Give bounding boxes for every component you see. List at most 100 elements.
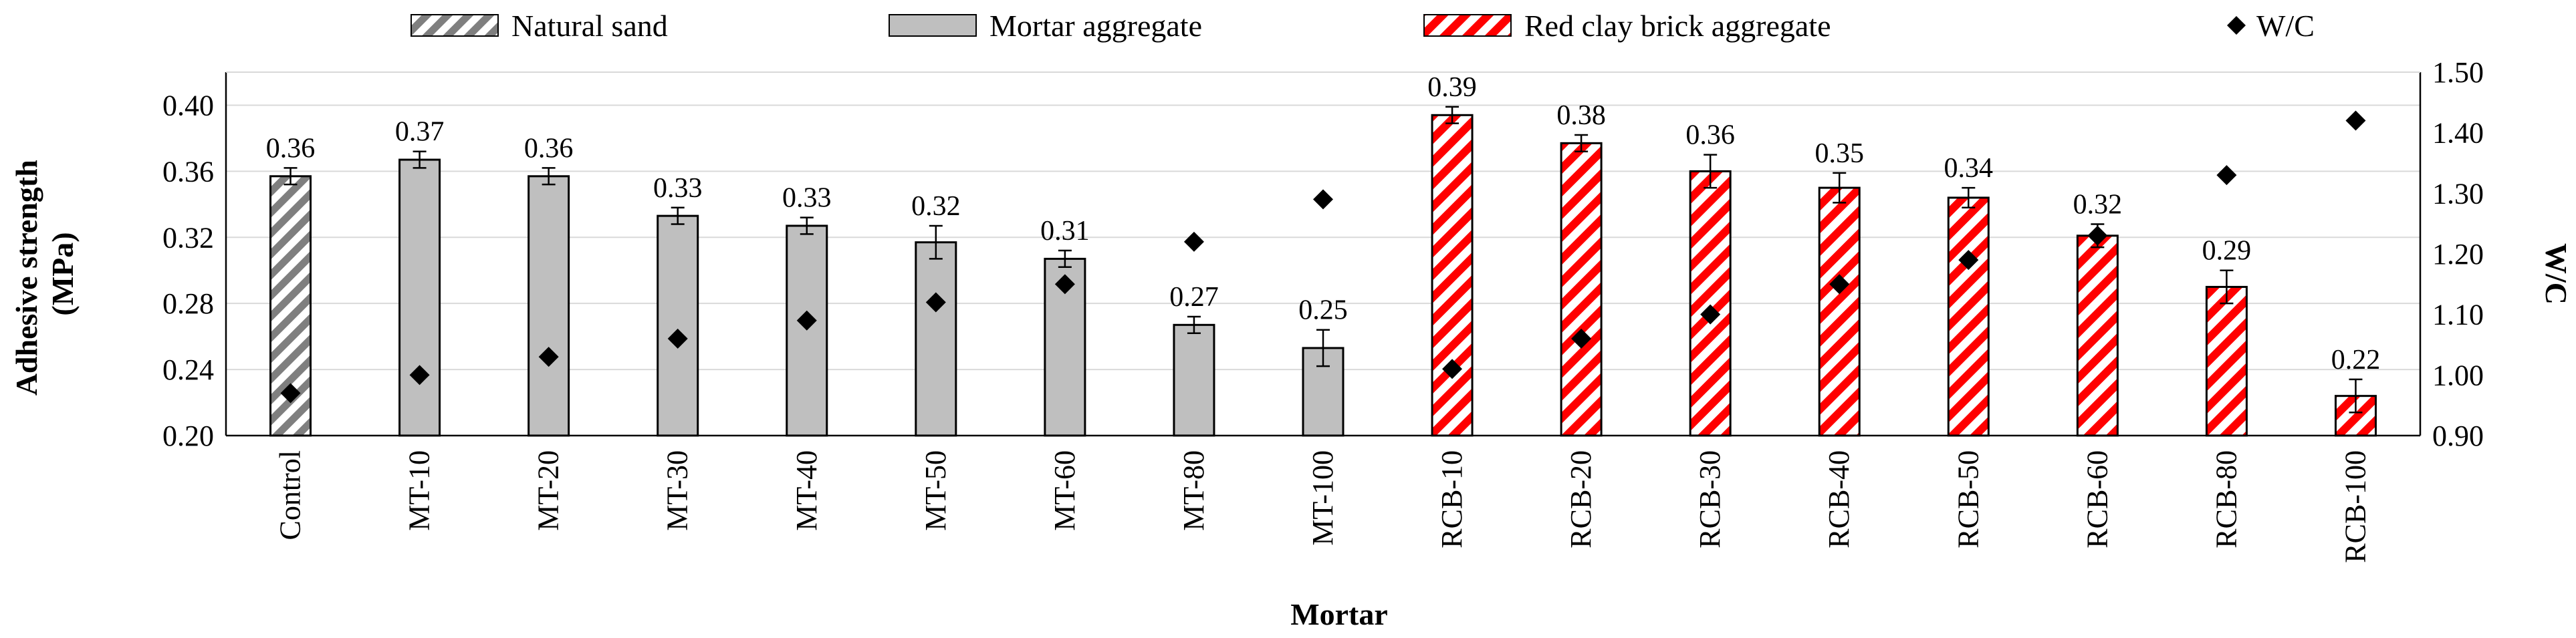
x-tick-label: RCB-60 (2081, 450, 2113, 548)
x-tick-label: RCB-10 (1435, 450, 1468, 548)
data-label: 0.37 (395, 117, 445, 148)
y-axis-ticks-left: 0.20 0.24 0.28 0.32 0.36 0.40 (162, 89, 214, 452)
wc-marker (2087, 225, 2108, 246)
x-tick-label: MT-50 (919, 450, 952, 531)
wc-marker (1571, 328, 1592, 349)
legend-label: Natural sand (511, 9, 668, 43)
x-tick-label: MT-80 (1177, 450, 1210, 531)
legend: Natural sand Mortar aggregate Red clay bri… (411, 9, 2315, 43)
wc-marker (1183, 231, 1204, 252)
wc-marker (796, 310, 817, 331)
data-label: 0.38 (1556, 100, 1606, 131)
y-axis-title-line2: (MPa) (45, 232, 80, 315)
legend-swatch (889, 14, 977, 37)
axes (225, 71, 2422, 437)
data-label: 0.36 (524, 133, 574, 164)
y2-tick-label: 1.00 (2432, 359, 2484, 391)
data-label: 0.29 (2202, 236, 2252, 267)
data-label: 0.27 (1169, 282, 1219, 313)
wc-marker (280, 383, 301, 404)
y2-tick-label: 1.50 (2432, 56, 2484, 89)
wc-markers (280, 110, 2366, 404)
legend-label: Mortar aggregate (989, 9, 1202, 43)
data-label: 0.33 (653, 173, 703, 204)
y-tick-label: 0.28 (162, 287, 214, 320)
bar-MT-50 (915, 241, 957, 437)
y-tick-label: 0.32 (162, 221, 214, 254)
bar-MT-40 (786, 224, 828, 437)
data-label: 0.36 (1685, 120, 1735, 151)
legend-label: Red clay brick aggregate (1524, 9, 1831, 43)
y2-tick-label: 1.30 (2432, 177, 2484, 210)
bar-MT-30 (657, 214, 699, 437)
y2-tick-label: 1.20 (2432, 238, 2484, 271)
x-tick-label: RCB-50 (1952, 450, 1984, 548)
wc-marker (1442, 359, 1463, 379)
data-label: 0.32 (911, 191, 961, 222)
y-tick-label: 0.24 (162, 353, 214, 386)
y-tick-label: 0.36 (162, 155, 214, 188)
legend-label: W/C (2256, 9, 2315, 43)
data-label: 0.25 (1298, 295, 1348, 326)
bar-RCB-50 (1947, 196, 1990, 437)
x-tick-label: RCB-80 (2210, 450, 2242, 548)
bars (269, 114, 2377, 437)
x-tick-label: RCB-30 (1693, 450, 1726, 548)
x-tick-label: MT-100 (1306, 450, 1339, 546)
y2-tick-label: 0.90 (2432, 420, 2484, 452)
x-tick-label: Control (274, 450, 307, 540)
y2-axis-title: W/C (2539, 243, 2573, 305)
y2-tick-label: 1.10 (2432, 299, 2484, 331)
bar-MT-20 (528, 175, 570, 437)
data-label: 0.33 (782, 183, 832, 214)
x-tick-label: RCB-40 (1823, 450, 1855, 548)
x-tick-label: MT-40 (790, 450, 823, 531)
x-tick-label: MT-30 (661, 450, 694, 531)
data-label: 0.34 (1944, 153, 1994, 184)
y-tick-label: 0.40 (162, 89, 214, 122)
bar-RCB-10 (1431, 114, 1474, 437)
legend-swatch (1423, 14, 1512, 37)
wc-marker (1958, 250, 1979, 271)
wc-marker (667, 328, 688, 349)
wc-marker (1054, 274, 1075, 295)
y-tick-label: 0.20 (162, 420, 214, 452)
wc-marker (538, 347, 559, 367)
bar-RCB-20 (1560, 142, 1603, 437)
data-label: 0.39 (1427, 72, 1477, 103)
y2-tick-label: 1.40 (2432, 117, 2484, 150)
y-axis-ticks-right: 0.90 1.00 1.10 1.20 1.30 1.40 1.50 (2432, 56, 2484, 452)
bar-RCB-60 (2076, 234, 2119, 437)
wc-marker (1829, 274, 1850, 295)
x-axis-title: Mortar (1290, 597, 1388, 631)
bar-RCB-80 (2205, 285, 2248, 437)
data-labels: 0.36 0.37 0.36 0.33 0.33 0.32 0.31 0.27 0.25 0.39… (266, 72, 2380, 375)
y-axis-title-line1: Adhesive strength (9, 160, 43, 395)
legend-swatch-wc (2227, 16, 2246, 35)
x-tick-label: MT-60 (1048, 450, 1081, 531)
x-tick-label: MT-10 (403, 450, 436, 531)
wc-marker (2345, 110, 2366, 131)
wc-marker (409, 365, 430, 385)
y-axis-title: Adhesive strength (MPa) (9, 152, 80, 396)
data-label: 0.32 (2073, 189, 2123, 220)
x-tick-label: MT-20 (532, 450, 565, 531)
wc-marker (1313, 189, 1333, 210)
wc-marker (2216, 165, 2237, 186)
x-axis-categories: Control MT-10 MT-20 MT-30 MT-40 MT-50 MT-60 MT-… (274, 450, 2372, 563)
wc-marker (1700, 304, 1721, 325)
legend-swatch (411, 14, 499, 37)
bar-MT-10 (398, 158, 441, 437)
x-tick-label: RCB-20 (1564, 450, 1597, 548)
bar-RCB-40 (1818, 186, 1861, 437)
bar-RCB-30 (1689, 170, 1732, 437)
data-label: 0.35 (1814, 138, 1864, 169)
data-label: 0.31 (1040, 216, 1090, 247)
bar-MT-80 (1173, 323, 1215, 437)
data-label: 0.22 (2331, 345, 2381, 375)
wc-marker (925, 292, 946, 313)
x-tick-label: RCB-100 (2339, 450, 2371, 563)
error-bars (283, 106, 2363, 414)
data-label: 0.36 (266, 133, 316, 164)
